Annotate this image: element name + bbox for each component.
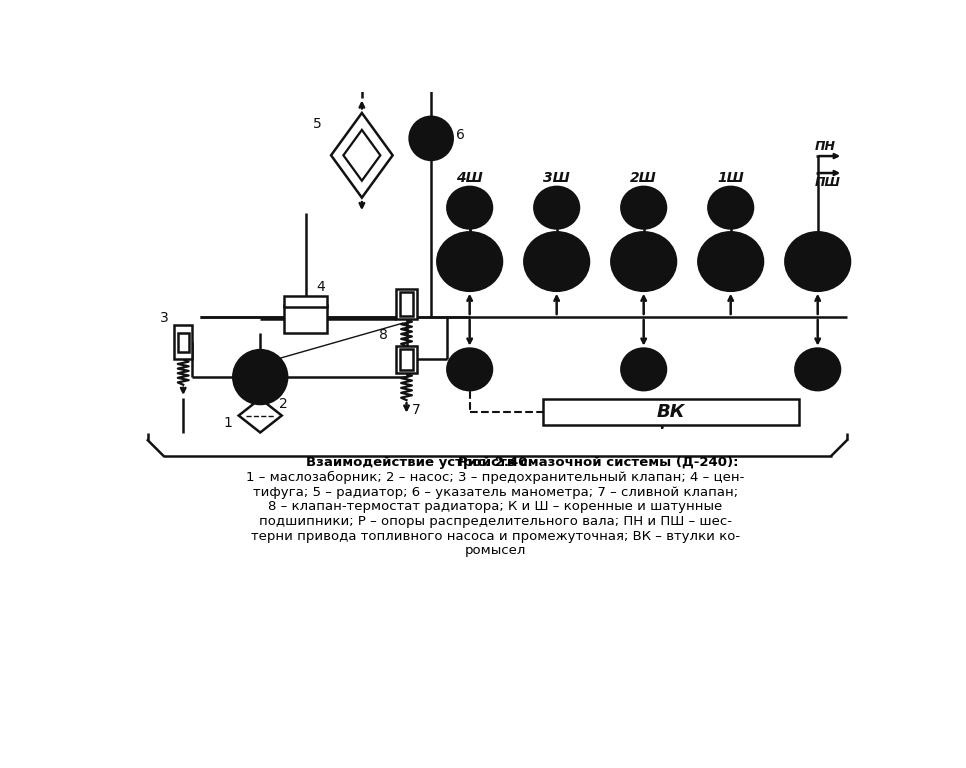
FancyBboxPatch shape — [400, 349, 412, 370]
Text: терни привода топливного насоса и промежуточная; ВК – втулки ко-: терни привода топливного насоса и промеж… — [250, 529, 740, 542]
Text: 5K: 5K — [455, 252, 484, 271]
Text: 1: 1 — [223, 416, 232, 430]
Text: Рис. 2.40.: Рис. 2.40. — [458, 455, 532, 468]
Text: 3Ш: 3Ш — [543, 170, 570, 184]
Ellipse shape — [621, 349, 666, 390]
Polygon shape — [246, 364, 274, 390]
Polygon shape — [331, 113, 392, 197]
Text: 2Ш: 2Ш — [630, 170, 657, 184]
Ellipse shape — [525, 232, 589, 291]
Ellipse shape — [438, 232, 502, 291]
Text: 4K: 4K — [542, 252, 571, 271]
Circle shape — [410, 117, 453, 160]
Text: 2: 2 — [279, 397, 288, 411]
Text: 3: 3 — [160, 311, 169, 325]
Text: 1Ш: 1Ш — [718, 170, 744, 184]
Text: тифуга; 5 – радиатор; 6 – указатель манометра; 7 – сливной клапан;: тифуга; 5 – радиатор; 6 – указатель мано… — [252, 485, 738, 498]
Ellipse shape — [611, 232, 676, 291]
FancyBboxPatch shape — [284, 296, 327, 307]
FancyBboxPatch shape — [400, 292, 412, 316]
Ellipse shape — [708, 187, 753, 228]
Text: ПН: ПН — [814, 141, 836, 154]
FancyBboxPatch shape — [396, 289, 417, 319]
Text: 6: 6 — [456, 127, 465, 141]
Circle shape — [233, 350, 287, 404]
Text: ромысел: ромысел — [465, 545, 526, 557]
Text: 2K: 2K — [717, 252, 745, 271]
FancyBboxPatch shape — [396, 346, 417, 373]
Ellipse shape — [621, 187, 666, 228]
Polygon shape — [343, 130, 381, 180]
Text: подшипники; Р – опоры распределительного вала; ПН и ПШ – шес-: подшипники; Р – опоры распределительного… — [259, 515, 731, 528]
Text: ПШ: ПШ — [814, 176, 840, 189]
Text: ВК: ВК — [657, 402, 685, 421]
FancyBboxPatch shape — [284, 306, 327, 333]
Text: Взаимодействие устройств смазочной системы (Д-240):: Взаимодействие устройств смазочной систе… — [306, 455, 738, 468]
Text: 7: 7 — [412, 403, 420, 417]
Text: 3K: 3K — [629, 252, 658, 271]
Text: 1P: 1P — [806, 360, 830, 379]
Ellipse shape — [698, 232, 763, 291]
Ellipse shape — [534, 187, 579, 228]
FancyBboxPatch shape — [174, 326, 192, 359]
Text: 5: 5 — [313, 118, 322, 131]
Text: 3P: 3P — [458, 360, 481, 379]
Text: 8: 8 — [379, 328, 388, 342]
Ellipse shape — [447, 349, 492, 390]
FancyBboxPatch shape — [543, 399, 799, 425]
Text: 1K: 1K — [804, 252, 832, 271]
Ellipse shape — [447, 187, 492, 228]
Text: 4Ш: 4Ш — [456, 170, 483, 184]
FancyBboxPatch shape — [178, 333, 188, 352]
Text: 8 – клапан-термостат радиатора; К и Ш – коренные и шатунные: 8 – клапан-термостат радиатора; К и Ш – … — [268, 500, 723, 513]
Text: 2P: 2P — [632, 360, 656, 379]
Text: 4: 4 — [317, 280, 326, 294]
Ellipse shape — [795, 349, 840, 390]
Ellipse shape — [785, 232, 850, 291]
Text: 1 – маслозаборник; 2 – насос; 3 – предохранительный клапан; 4 – цен-: 1 – маслозаборник; 2 – насос; 3 – предох… — [246, 471, 744, 484]
